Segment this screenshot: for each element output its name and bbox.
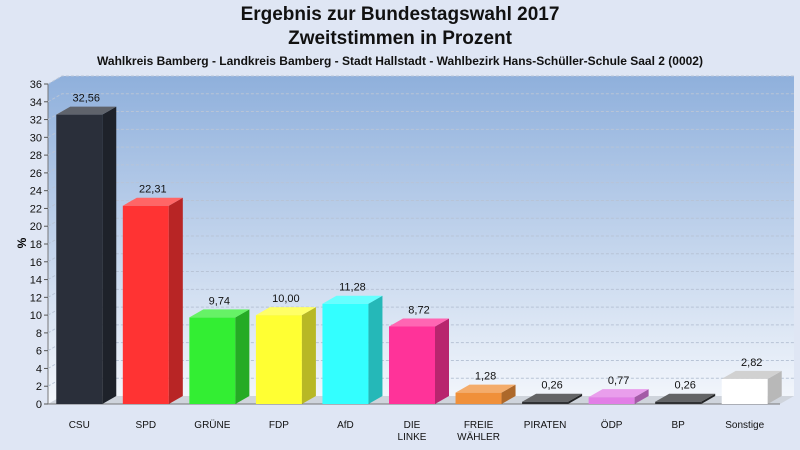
- bar-bp: 0,26: [655, 380, 716, 404]
- bar-side: [368, 295, 383, 404]
- bar-value-label: 0,77: [608, 375, 629, 387]
- bar-freie-wähler: 1,28: [455, 371, 516, 404]
- bar-front: [255, 315, 302, 404]
- y-tick-label: 22: [30, 203, 42, 215]
- bar-front: [721, 378, 768, 404]
- x-tick-label: BP: [672, 420, 686, 431]
- bar-side: [767, 370, 782, 404]
- x-tick-label: CSU: [69, 420, 90, 431]
- y-tick-label: 14: [30, 275, 42, 287]
- bar-side: [701, 393, 716, 404]
- bar-front: [189, 317, 236, 404]
- bar-value-label: 2,82: [741, 357, 762, 369]
- x-tick-label: AfD: [337, 420, 354, 431]
- bar-front: [56, 114, 103, 405]
- bar-value-label: 11,28: [339, 282, 366, 294]
- y-tick-label: 36: [30, 79, 42, 91]
- chart-subtitle-line2: Zweitstimmen in Prozent: [288, 28, 512, 49]
- bar-side: [501, 384, 516, 404]
- y-tick-label: 18: [30, 239, 42, 251]
- bar-die-linke: 8,72: [389, 304, 449, 404]
- bar-value-label: 10,00: [272, 293, 300, 305]
- y-tick-label: 30: [30, 132, 42, 144]
- bar-front: [655, 401, 702, 404]
- bar-front: [455, 392, 502, 404]
- bar-top: [522, 393, 583, 402]
- bar-piraten: 0,26: [522, 380, 583, 404]
- bar-csu: 32,56: [56, 93, 117, 405]
- x-tick-label: DIE: [404, 420, 421, 431]
- x-tick-label: PIRATEN: [524, 420, 567, 431]
- x-tick-label: Sonstige: [725, 420, 764, 431]
- bar-value-label: 0,26: [541, 380, 562, 392]
- y-tick-label: 28: [30, 150, 42, 162]
- y-tick-label: 32: [30, 115, 42, 127]
- bar-top: [721, 370, 782, 379]
- bar-side: [168, 197, 183, 404]
- bars: 32,56 22,31 9,74 10,00 11,28 8,72 1,28 0,26 0,77…: [56, 93, 782, 405]
- bar-side: [102, 106, 117, 405]
- bar-front: [522, 401, 569, 404]
- x-tick-label: LINKE: [398, 432, 427, 443]
- y-axis-label: %: [15, 237, 29, 248]
- bar-top: [189, 309, 250, 318]
- bar-front: [588, 397, 635, 404]
- bar-value-label: 1,28: [475, 371, 496, 383]
- bar-spd: 22,31: [122, 184, 183, 404]
- y-tick-label: 0: [36, 399, 42, 411]
- x-tick-label: SPD: [136, 420, 157, 431]
- chart-title: Ergebnis zur Bundestagswahl 2017: [240, 4, 560, 25]
- y-tick-label: 10: [30, 310, 42, 322]
- chart-subtitle: Wahlkreis Bamberg - Landkreis Bamberg - …: [97, 54, 703, 68]
- bar-top: [389, 318, 449, 327]
- y-tick-label: 34: [30, 97, 42, 109]
- bar-top: [655, 393, 716, 402]
- bar-value-label: 0,26: [674, 380, 695, 392]
- y-tick-label: 12: [30, 292, 42, 304]
- bar-value-label: 8,72: [408, 304, 429, 316]
- bar-value-label: 22,31: [139, 184, 167, 196]
- x-tick-label: ÖDP: [601, 419, 623, 431]
- y-tick-label: 4: [36, 363, 42, 375]
- y-tick-label: 16: [30, 257, 42, 269]
- x-tick-label: WÄHLER: [457, 431, 500, 443]
- bar-side: [568, 393, 583, 404]
- bar-top: [255, 307, 316, 316]
- y-tick-label: 6: [36, 346, 42, 358]
- bar-afd: 11,28: [322, 282, 383, 404]
- bar-ödp: 0,77: [588, 375, 649, 404]
- y-tick-label: 2: [36, 381, 42, 393]
- bar-top: [56, 106, 117, 115]
- bar-side: [301, 307, 316, 404]
- x-tick-label: FREIE: [464, 420, 494, 431]
- bar-front: [122, 205, 169, 404]
- bar-side: [435, 318, 449, 404]
- bar-top: [455, 384, 516, 393]
- bar-side: [634, 389, 649, 404]
- bar-fdp: 10,00: [255, 293, 316, 404]
- bar-front: [322, 303, 369, 404]
- bar-value-label: 9,74: [209, 295, 230, 307]
- y-tick-label: 20: [30, 221, 42, 233]
- grid-line: [47, 93, 794, 103]
- y-tick-label: 8: [36, 328, 42, 340]
- bar-front: [389, 326, 435, 404]
- y-tick-label: 26: [30, 168, 42, 180]
- x-tick-label: GRÜNE: [194, 419, 230, 431]
- grid-line: [47, 75, 794, 85]
- bar-value-label: 32,56: [73, 93, 101, 105]
- bar-top: [588, 389, 649, 398]
- bar-sonstige: 2,82: [721, 357, 782, 404]
- y-tick-label: 24: [30, 186, 42, 198]
- bar-top: [122, 197, 183, 206]
- bar-grüne: 9,74: [189, 295, 250, 404]
- bar-side: [235, 309, 250, 404]
- bar-top: [322, 295, 383, 304]
- x-tick-label: FDP: [269, 420, 289, 431]
